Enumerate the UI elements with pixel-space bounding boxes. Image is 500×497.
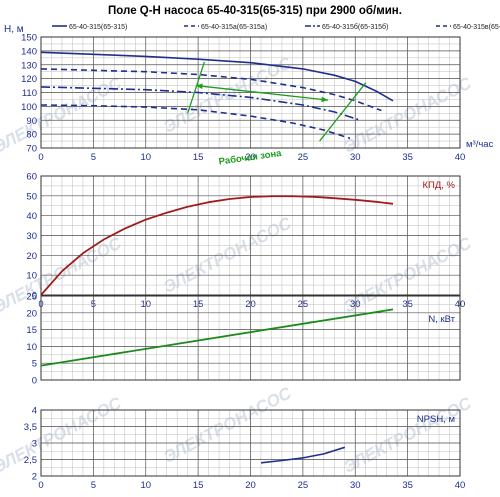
legend-entry: 65-40-315б(65-315б) [322, 23, 388, 31]
series-line-npsh-0 [260, 446, 346, 464]
plot-frame [40, 409, 461, 477]
y-tick-label: 70 [26, 144, 37, 155]
y-tick-label: 60 [26, 172, 37, 183]
x-axis-label: м³/час [466, 139, 494, 150]
y-tick-label: 4 [32, 406, 37, 417]
y-axis-label: H, м [4, 24, 24, 35]
working-zone-left-boundary [187, 61, 206, 114]
x-tick-label: 5 [91, 480, 96, 491]
x-tick-label: 25 [298, 480, 309, 491]
y-tick-label: 10 [26, 342, 37, 353]
x-tick-label: 10 [140, 152, 151, 163]
y-tick-label: 130 [21, 60, 37, 71]
legend: 65-40-315(65-315) 65-40-315а(65-315а) 65-4… [52, 23, 500, 31]
working-zone-label: Рабочая зона [218, 148, 283, 168]
series-label: КПД, % [422, 180, 455, 191]
y-tick-label: 2 [32, 472, 37, 483]
series-label: NPSH, м [417, 414, 455, 425]
x-tick-label: 35 [402, 480, 413, 491]
y-tick-label: 3 [32, 439, 37, 450]
y-tick-label: 40 [26, 211, 37, 222]
y-tick-label: 20 [26, 308, 37, 319]
y-tick-label: 10 [26, 271, 37, 282]
legend-entry: 65-40-315а(65-315а) [201, 24, 267, 31]
series-line-qh-0 [40, 51, 394, 102]
x-tick-label: 20 [245, 152, 256, 163]
y-tick-label: 25 [26, 292, 37, 303]
plot-frame [40, 295, 461, 381]
y-tick-label: 2,5 [24, 455, 37, 466]
panel-qh: 70 80 90 100 110 120 130 140 150 0 5 10 15 20 25 30 35 40… [4, 24, 494, 168]
y-tick-label: 120 [21, 74, 37, 85]
y-tick-label: 110 [22, 88, 37, 99]
legend-entry: 65-40-315(65-315) [69, 24, 127, 31]
x-tick-label: 15 [193, 480, 204, 491]
legend-entry: 65-40-315в(65-315в) [453, 24, 500, 31]
y-tick-label: 150 [21, 33, 37, 44]
x-tick-label: 15 [193, 152, 204, 163]
series-line-power-0 [40, 308, 394, 367]
working-zone-arrowhead [196, 83, 203, 89]
y-tick-label: 3,5 [24, 422, 37, 433]
x-tick-label: 20 [245, 480, 256, 491]
working-zone-right-boundary [319, 82, 367, 142]
series-line-qh-2 [40, 86, 361, 122]
y-tick-label: 0 [32, 376, 37, 387]
y-tick-label: 90 [26, 116, 37, 127]
x-tick-label: 30 [350, 152, 361, 163]
y-tick-label: 15 [26, 325, 37, 336]
y-tick-label: 80 [26, 130, 37, 141]
x-tick-label: 25 [298, 152, 309, 163]
series-line-efficiency-0 [40, 195, 394, 296]
y-tick-label: 100 [21, 102, 37, 113]
plot-frame [40, 36, 461, 149]
x-tick-label: 35 [402, 152, 413, 163]
x-tick-label: 0 [38, 152, 43, 163]
x-tick-label: 30 [350, 480, 361, 491]
y-tick-label: 5 [32, 359, 37, 370]
x-tick-label: 10 [140, 480, 151, 491]
panel-efficiency: 01020304050600510152025303540КПД, % [26, 172, 465, 311]
series-label: N, кВт [428, 314, 455, 325]
chart-title: Поле Q-H насоса 65-40-315(65-315) при 29… [108, 5, 402, 17]
y-tick-label: 50 [26, 191, 37, 202]
x-tick-label: 40 [455, 152, 466, 163]
series-line-qh-3 [40, 104, 351, 140]
watermark-layer: ЭЛЕКТРОНАСОС ЭЛЕКТРОНАСОС ЭЛЕКТРОНАСОСЭЛЕК… [0, 53, 475, 477]
panel-power: 0 5 10 15 20 25 N, кВт [26, 292, 461, 387]
watermark-text: ЭЛЕКТРОНАСОС [160, 383, 295, 467]
x-tick-label: 0 [38, 480, 43, 491]
working-zone-arrowhead [321, 96, 329, 103]
x-tick-label: 5 [91, 152, 96, 163]
working-zone-arrow [195, 84, 329, 101]
y-tick-label: 0 [32, 291, 37, 302]
plot-frame [40, 175, 461, 296]
y-tick-label: 30 [26, 231, 37, 242]
x-tick-label: 40 [455, 480, 466, 491]
y-tick-label: 20 [26, 251, 37, 262]
y-tick-label: 140 [21, 46, 37, 57]
